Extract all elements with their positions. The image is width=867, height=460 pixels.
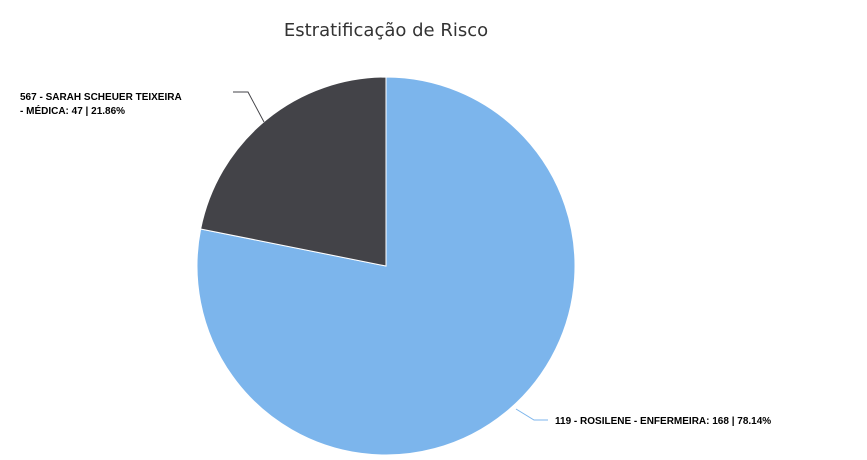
- data-label-0: 119 - ROSILENE - ENFERMEIRA: 168 | 78.14…: [555, 416, 771, 427]
- pie-slice-1[interactable]: [200, 76, 387, 267]
- label-connector-1: [233, 91, 265, 123]
- data-label-line: 119 - ROSILENE - ENFERMEIRA: 168 | 78.14…: [555, 416, 771, 427]
- data-label-line: - MÉDICA: 47 | 21.86%: [20, 104, 125, 117]
- data-label-1: 567 - SARAH SCHEUER TEIXEIRA - MÉDICA: 47…: [20, 92, 182, 117]
- label-connector-0: [515, 408, 548, 421]
- pie-slices: [196, 76, 576, 456]
- data-labels: 119 - ROSILENE - ENFERMEIRA: 168 | 78.14…: [20, 92, 771, 427]
- chart-title: Estratificação de Risco: [284, 20, 488, 41]
- label-connectors: [233, 91, 548, 421]
- data-label-line: 567 - SARAH SCHEUER TEIXEIRA: [20, 92, 182, 103]
